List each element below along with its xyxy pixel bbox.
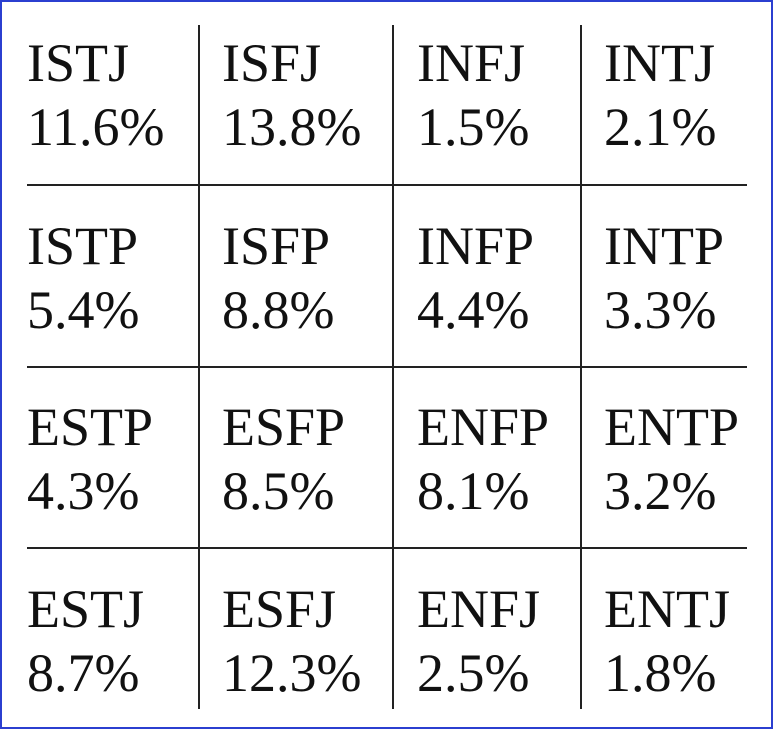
percent-label: 8.8% xyxy=(222,280,335,340)
type-label: ESFP xyxy=(222,397,346,457)
percent-label: 3.2% xyxy=(604,461,717,521)
row-divider xyxy=(27,366,747,368)
type-label: INFP xyxy=(417,216,535,276)
type-label: ISTP xyxy=(27,216,139,276)
percent-label: 1.8% xyxy=(604,643,717,703)
percent-label: 12.3% xyxy=(222,643,362,703)
percent-label: 5.4% xyxy=(27,280,140,340)
percent-label: 8.1% xyxy=(417,461,530,521)
percent-label: 2.1% xyxy=(604,97,717,157)
percent-label: 3.3% xyxy=(604,280,717,340)
percent-label: 11.6% xyxy=(27,97,165,157)
type-label: ESTP xyxy=(27,397,154,457)
type-label: ISTJ xyxy=(27,33,130,93)
type-label: INTP xyxy=(604,216,724,276)
type-label: INTJ xyxy=(604,33,715,93)
percent-label: 4.3% xyxy=(27,461,140,521)
type-label: ENFJ xyxy=(417,579,541,639)
row-divider xyxy=(27,184,747,186)
type-label: ESFJ xyxy=(222,579,337,639)
type-label: ISFP xyxy=(222,216,331,276)
type-label: ESTJ xyxy=(27,579,145,639)
percent-label: 1.5% xyxy=(417,97,530,157)
type-label: ISFJ xyxy=(222,33,322,93)
type-label: ENTJ xyxy=(604,579,730,639)
percent-label: 2.5% xyxy=(417,643,530,703)
type-label: ENFP xyxy=(417,397,550,457)
row-divider xyxy=(27,547,747,549)
percent-label: 13.8% xyxy=(222,97,362,157)
type-label: ENTP xyxy=(604,397,739,457)
percent-label: 8.7% xyxy=(27,643,140,703)
percent-label: 8.5% xyxy=(222,461,335,521)
type-label: INFJ xyxy=(417,33,526,93)
percent-label: 4.4% xyxy=(417,280,530,340)
